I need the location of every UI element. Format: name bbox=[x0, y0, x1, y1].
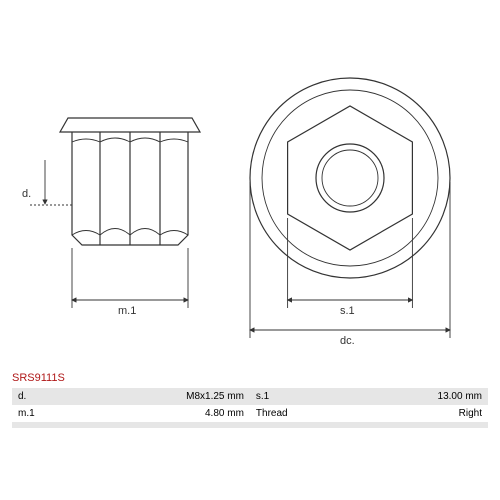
cell-value: M8x1.25 mm bbox=[80, 388, 250, 405]
table-row: d. M8x1.25 mm s.1 13.00 mm bbox=[12, 388, 488, 405]
cell-value bbox=[80, 422, 250, 428]
cell-value: 13.00 mm bbox=[319, 388, 488, 405]
drawing-svg bbox=[0, 0, 500, 370]
label-s1: s.1 bbox=[340, 305, 355, 317]
dim-s1 bbox=[288, 218, 413, 308]
label-d: d. bbox=[22, 188, 31, 200]
cell-label bbox=[250, 422, 319, 428]
cell-value: 4.80 mm bbox=[80, 405, 250, 422]
dim-d bbox=[30, 160, 72, 205]
technical-drawing: d. m.1 s.1 dc. bbox=[0, 0, 500, 370]
cell-label: m.1 bbox=[12, 405, 80, 422]
cell-label: Thread bbox=[250, 405, 319, 422]
label-m1: m.1 bbox=[118, 305, 136, 317]
cell-label: s.1 bbox=[250, 388, 319, 405]
spec-table: d. M8x1.25 mm s.1 13.00 mm m.1 4.80 mm T… bbox=[12, 388, 488, 428]
side-view bbox=[60, 118, 200, 245]
cell-label bbox=[12, 422, 80, 428]
part-number: SRS9111S bbox=[12, 372, 65, 384]
dim-m1 bbox=[72, 248, 188, 308]
cell-label: d. bbox=[12, 388, 80, 405]
cell-value bbox=[319, 422, 488, 428]
label-dc: dc. bbox=[340, 335, 355, 347]
top-view bbox=[250, 78, 450, 278]
table-row: m.1 4.80 mm Thread Right bbox=[12, 405, 488, 422]
cell-value: Right bbox=[319, 405, 488, 422]
table-row bbox=[12, 422, 488, 428]
